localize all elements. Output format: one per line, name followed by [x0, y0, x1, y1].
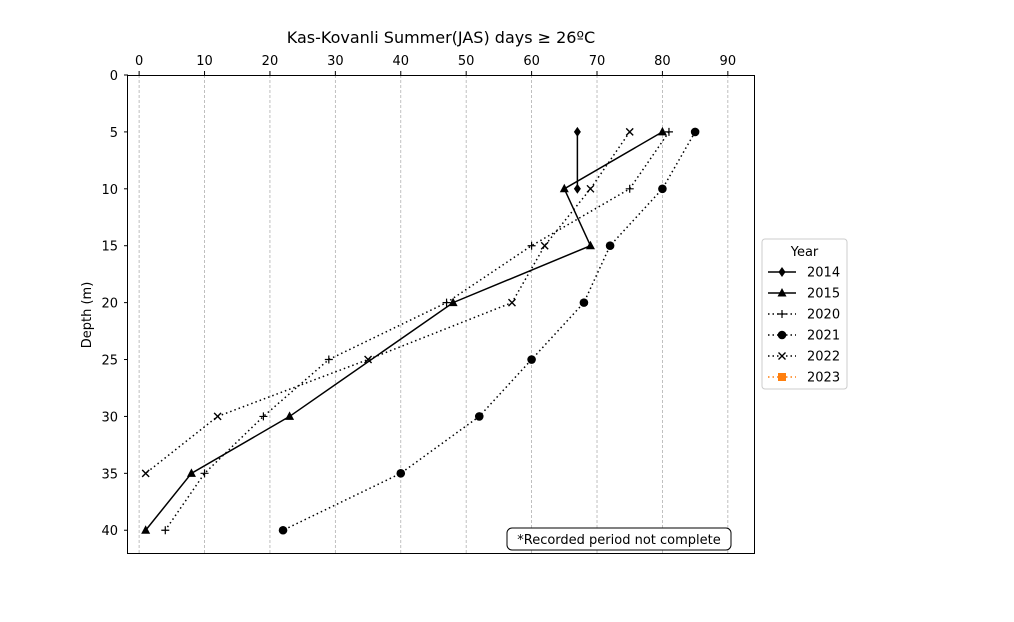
series-line	[145, 131, 663, 531]
series-2020	[161, 127, 673, 535]
x-tick-label: 50	[458, 54, 475, 69]
data-point	[540, 241, 549, 250]
legend-item: 2020	[768, 308, 840, 323]
legend-label: 2020	[807, 308, 840, 323]
data-point	[186, 468, 196, 477]
y-tick-label: 40	[101, 524, 118, 539]
grid	[138, 75, 729, 553]
legend-marker	[777, 288, 787, 297]
data-point	[605, 241, 615, 251]
data-point	[585, 240, 595, 250]
data-point	[579, 298, 589, 307]
legend: Year 2014 2015 2020 2021 2022 2023	[761, 238, 848, 390]
legend-label: 2015	[807, 287, 840, 302]
data-point	[625, 184, 634, 193]
y-tick-label: 35	[101, 467, 118, 482]
legend-marker	[777, 330, 787, 340]
series-2021	[278, 127, 700, 535]
data-point	[259, 412, 268, 421]
x-tick-label: 80	[654, 54, 671, 69]
x-tick-label: 70	[589, 54, 606, 69]
legend-item: 2023	[768, 371, 840, 386]
series-layer	[141, 126, 700, 535]
series-2022	[141, 127, 634, 478]
data-point	[527, 241, 536, 250]
data-point	[141, 525, 151, 534]
data-point	[364, 355, 373, 364]
data-point	[324, 355, 333, 364]
x-tick-label: 0	[135, 54, 143, 69]
legend-frame	[761, 238, 848, 390]
data-point	[690, 127, 700, 137]
legend-label: 2014	[807, 266, 840, 281]
data-point	[664, 127, 673, 136]
legend-marker	[778, 373, 786, 381]
legend-marker	[778, 267, 786, 277]
y-tick-label: 15	[101, 240, 118, 255]
legend-item: 2015	[768, 287, 840, 302]
legend-title: Year	[790, 245, 819, 260]
data-point	[213, 412, 222, 421]
legend-marker	[778, 352, 786, 360]
data-point	[625, 127, 634, 136]
x-tick-label: 20	[262, 54, 279, 69]
data-point	[586, 184, 595, 193]
data-point	[200, 469, 209, 478]
legend-marker	[778, 310, 786, 318]
x-tick-label: 60	[523, 54, 540, 69]
legend-item: 2021	[768, 329, 840, 344]
data-point	[161, 526, 170, 535]
x-tick-label: 10	[196, 54, 213, 69]
annotation-box: *Recorded period not complete	[506, 527, 732, 551]
legend-label: 2023	[807, 371, 840, 386]
y-tick-label: 5	[110, 126, 118, 141]
legend-label: 2022	[807, 350, 840, 365]
chart-title: Kas-Kovanli Summer(JAS) days ≥ 26ºC	[287, 28, 595, 47]
series-2015	[141, 126, 667, 534]
y-axis: 0 5 10 15 20 25 30 35 40	[101, 69, 128, 539]
data-point	[559, 183, 569, 193]
x-axis: 0 10 20 30 40 50 60 70 80 90	[135, 54, 736, 75]
data-point	[448, 297, 458, 307]
legend-label: 2021	[807, 329, 840, 344]
y-tick-label: 25	[101, 354, 118, 369]
data-point	[658, 184, 667, 194]
series-line	[282, 131, 696, 531]
series-line	[145, 131, 631, 474]
annotation-text: *Recorded period not complete	[517, 533, 721, 548]
y-tick-label: 30	[101, 410, 118, 425]
data-point	[285, 411, 295, 420]
data-point	[442, 298, 451, 307]
data-point	[396, 469, 406, 478]
data-point	[474, 412, 484, 421]
y-axis-label: Depth (m)	[80, 282, 95, 349]
x-tick-label: 90	[720, 54, 737, 69]
series-2014	[573, 126, 581, 194]
data-point	[573, 183, 581, 194]
data-point	[141, 469, 150, 478]
data-point	[527, 355, 536, 364]
data-point	[657, 126, 667, 136]
y-tick-label: 0	[110, 69, 118, 84]
y-tick-label: 20	[101, 297, 118, 312]
x-tick-label: 40	[392, 54, 409, 69]
legend-item: 2022	[768, 350, 840, 365]
x-tick-label: 30	[327, 54, 344, 69]
y-tick-label: 10	[101, 183, 118, 198]
plot-frame	[127, 75, 755, 554]
data-point	[573, 126, 581, 137]
legend-item: 2014	[768, 266, 840, 281]
data-point	[278, 525, 288, 535]
data-point	[507, 298, 516, 307]
